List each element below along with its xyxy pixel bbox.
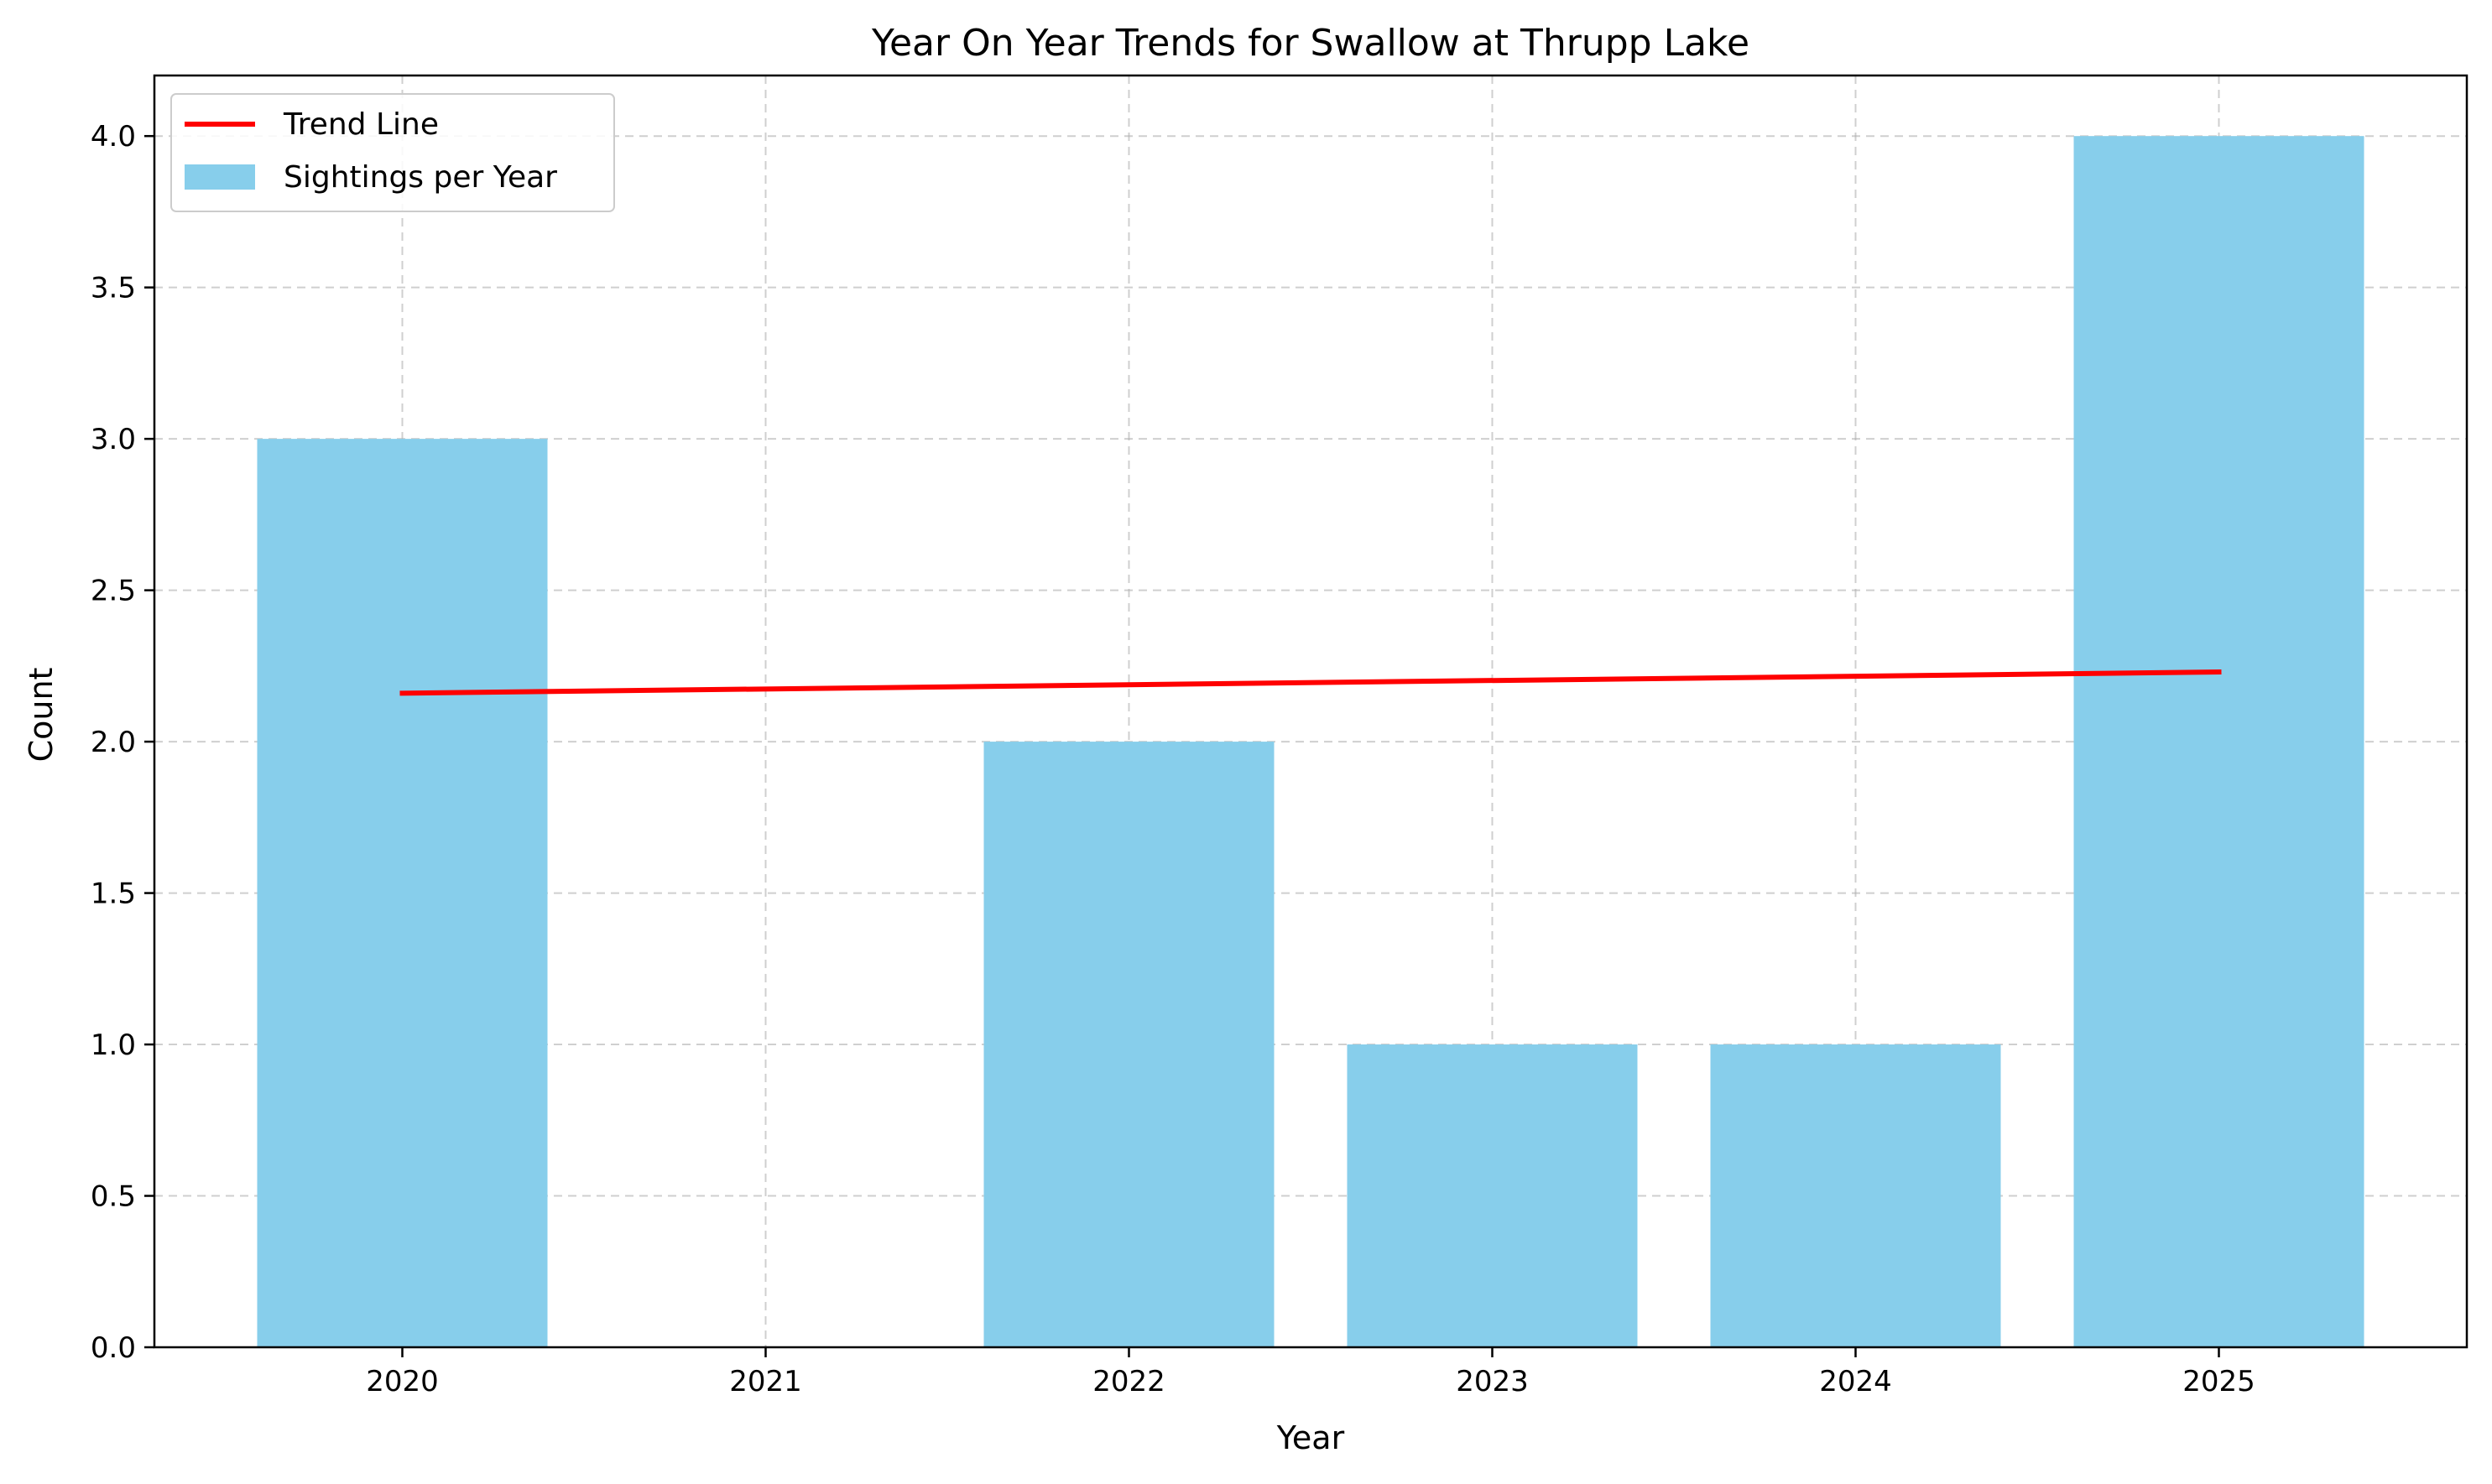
y-tick-label: 3.5 bbox=[91, 272, 136, 305]
y-tick-label: 2.5 bbox=[91, 575, 136, 608]
trend-line bbox=[399, 669, 2222, 696]
y-tick-label: 0.5 bbox=[91, 1180, 136, 1214]
bar-2024 bbox=[1710, 1044, 2001, 1347]
bar-2025 bbox=[2073, 136, 2364, 1348]
x-tick-label: 2021 bbox=[729, 1365, 802, 1398]
y-tick-label: 0.0 bbox=[91, 1331, 136, 1365]
legend: Trend Line Sightings per Year bbox=[170, 93, 615, 212]
bar-2020 bbox=[257, 439, 548, 1348]
bar-2022 bbox=[983, 742, 1275, 1347]
x-axis-ticks: 2020 2021 2022 2023 2024 2025 bbox=[366, 1347, 2255, 1398]
bar-2023 bbox=[1347, 1044, 1638, 1347]
x-tick-label: 2024 bbox=[1819, 1365, 1892, 1398]
bar-series bbox=[257, 136, 2364, 1348]
plot-frame bbox=[153, 74, 2469, 1349]
legend-label-sightings: Sightings per Year bbox=[284, 160, 557, 195]
chart-title: Year On Year Trends for Swallow at Thrup… bbox=[871, 22, 1749, 65]
x-axis-title: Year bbox=[1276, 1419, 1345, 1456]
trend-line-series bbox=[399, 669, 2222, 696]
y-tick-label: 1.0 bbox=[91, 1028, 136, 1062]
x-tick-label: 2022 bbox=[1092, 1365, 1165, 1398]
y-tick-label: 1.5 bbox=[91, 877, 136, 911]
y-tick-label: 4.0 bbox=[91, 120, 136, 154]
y-tick-label: 2.0 bbox=[91, 726, 136, 759]
legend-swatch-sightings bbox=[185, 164, 255, 190]
x-tick-label: 2023 bbox=[1456, 1365, 1529, 1398]
x-tick-label: 2025 bbox=[2182, 1365, 2255, 1398]
legend-box bbox=[170, 93, 615, 212]
y-axis-ticks: 0.0 0.5 1.0 1.5 2.0 2.5 3.0 3.5 4.0 bbox=[91, 120, 154, 1365]
x-tick-label: 2020 bbox=[366, 1365, 439, 1398]
y-tick-label: 3.0 bbox=[91, 423, 136, 456]
legend-label-trend-line: Trend Line bbox=[283, 107, 439, 142]
y-axis-title: Count bbox=[23, 668, 60, 763]
